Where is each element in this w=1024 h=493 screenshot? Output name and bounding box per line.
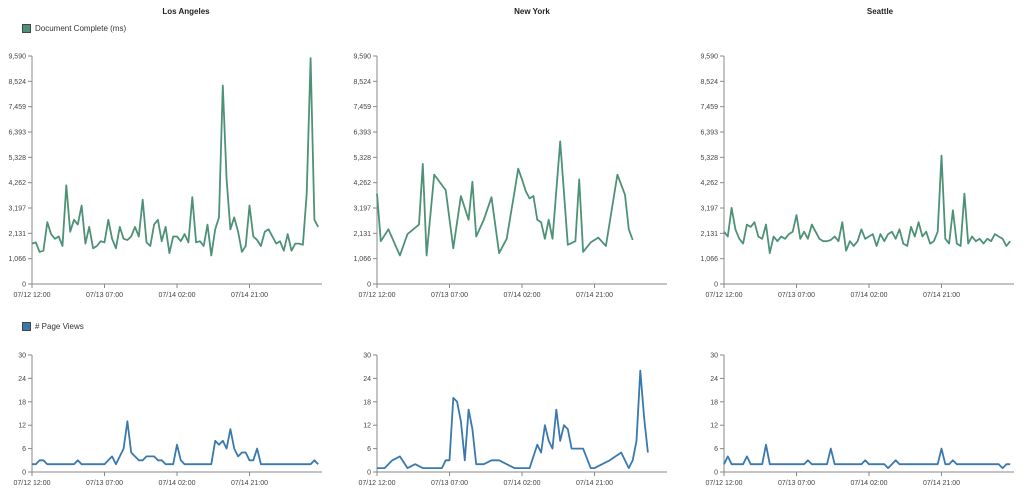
x-tick-label: 07/14 21:00 (231, 292, 268, 299)
x-tick-label: 07/14 02:00 (851, 292, 888, 299)
series-line-new-york-page-views (377, 369, 649, 470)
y-tick-label: 18 (18, 399, 26, 406)
y-tick-label: 1,066 (700, 256, 718, 263)
legend-label-page-views: # Page Views (35, 322, 84, 331)
y-tick-label: 9,590 (353, 54, 371, 61)
x-tick-label: 07/12 12:00 (706, 480, 743, 487)
y-tick-label: 4,262 (8, 180, 26, 187)
y-tick-label: 6,393 (353, 130, 371, 137)
chart-new-york-page-views: 0 6 12 18 24 30 07/12 12:00 07/13 07:00 07/14 02… (359, 353, 667, 487)
y-tick-label: 18 (363, 399, 371, 406)
x-tick-label: 07/12 12:00 (359, 292, 396, 299)
y-tick-label: 7,459 (353, 104, 371, 111)
x-tick-label: 07/13 07:00 (86, 480, 123, 487)
y-tick-label: 1,066 (8, 256, 26, 263)
y-tick-label: 12 (710, 423, 718, 430)
y-tick-label: 2,131 (8, 231, 26, 238)
x-tick-label: 07/13 07:00 (431, 292, 468, 299)
y-tick-label: 18 (710, 399, 718, 406)
y-tick-label: 0 (367, 470, 371, 477)
series-line-los-angeles-page-views (32, 420, 319, 466)
y-tick-label: 8,524 (700, 79, 718, 86)
x-tick-label: 07/14 21:00 (231, 480, 268, 487)
legend-label-document-complete: Document Complete (ms) (35, 24, 127, 33)
y-tick-label: 4,262 (700, 180, 718, 187)
legend-page-views[interactable]: # Page Views (22, 322, 84, 331)
x-tick-label: 07/14 21:00 (576, 480, 613, 487)
y-tick-label: 30 (18, 353, 26, 360)
y-tick-label: 8,524 (353, 79, 371, 86)
series-line-new-york-doc-complete (376, 140, 634, 257)
legend-document-complete[interactable]: Document Complete (ms) (22, 24, 126, 33)
y-tick-label: 3,197 (8, 206, 26, 213)
y-tick-label: 6 (22, 446, 26, 453)
series-line-los-angeles-doc-complete (31, 57, 319, 257)
city-title-seattle: Seattle (867, 7, 894, 16)
chart-los-angeles-page-views: 0 6 12 18 24 30 07/12 12:00 07/13 07:00 07/14 02… (14, 353, 322, 487)
y-tick-label: 6 (367, 446, 371, 453)
chart-seattle-doc-complete: 0 1,066 2,131 3,197 4,262 5,328 6,393 7,459 8,52… (700, 54, 1014, 299)
y-tick-label: 6,393 (8, 130, 26, 137)
series-line-seattle-page-views (723, 443, 1011, 470)
y-tick-label: 7,459 (700, 104, 718, 111)
city-title-los-angeles: Los Angeles (162, 7, 210, 16)
y-tick-label: 0 (22, 282, 26, 289)
y-tick-label: 0 (714, 470, 718, 477)
x-tick-label: 07/14 02:00 (504, 292, 541, 299)
x-tick-label: 07/14 21:00 (923, 480, 960, 487)
y-tick-label: 1,066 (353, 256, 371, 263)
legend-swatch-document-complete (22, 24, 31, 33)
x-tick-label: 07/14 02:00 (851, 480, 888, 487)
x-tick-label: 07/13 07:00 (778, 480, 815, 487)
y-tick-label: 9,590 (8, 54, 26, 61)
x-tick-label: 07/12 12:00 (359, 480, 396, 487)
x-tick-label: 07/13 07:00 (778, 292, 815, 299)
y-tick-label: 24 (363, 376, 371, 383)
y-tick-label: 6,393 (700, 130, 718, 137)
x-tick-label: 07/12 12:00 (706, 292, 743, 299)
y-tick-label: 3,197 (353, 206, 371, 213)
y-tick-label: 12 (363, 423, 371, 430)
x-tick-label: 07/14 02:00 (159, 292, 196, 299)
y-tick-label: 0 (714, 282, 718, 289)
y-tick-label: 5,328 (353, 155, 371, 162)
y-tick-label: 2,131 (353, 231, 371, 238)
y-tick-label: 9,590 (700, 54, 718, 61)
x-tick-label: 07/14 21:00 (923, 292, 960, 299)
legend-swatch-page-views (22, 322, 31, 331)
y-tick-label: 24 (18, 376, 26, 383)
y-tick-label: 0 (22, 470, 26, 477)
y-tick-label: 6 (714, 446, 718, 453)
y-tick-label: 30 (363, 353, 371, 360)
x-tick-label: 07/12 12:00 (14, 480, 51, 487)
y-tick-label: 0 (367, 282, 371, 289)
x-tick-label: 07/14 21:00 (576, 292, 613, 299)
series-line-seattle-doc-complete (723, 154, 1011, 255)
x-tick-label: 07/12 12:00 (14, 292, 51, 299)
x-tick-label: 07/14 02:00 (159, 480, 196, 487)
y-tick-label: 12 (18, 423, 26, 430)
y-tick-label: 5,328 (8, 155, 26, 162)
y-tick-label: 5,328 (700, 155, 718, 162)
y-tick-label: 7,459 (8, 104, 26, 111)
city-title-new-york: New York (514, 7, 550, 16)
chart-seattle-page-views: 0 6 12 18 24 30 07/12 12:00 07/13 07:00 07/14 02… (706, 353, 1014, 487)
y-tick-label: 2,131 (700, 231, 718, 238)
chart-los-angeles-doc-complete: 0 1,066 2,131 3,197 4,262 5,328 6,393 7,459 8,52… (8, 54, 322, 299)
y-tick-label: 30 (710, 353, 718, 360)
y-tick-label: 8,524 (8, 79, 26, 86)
y-tick-label: 4,262 (353, 180, 371, 187)
y-tick-label: 3,197 (700, 206, 718, 213)
y-tick-label: 24 (710, 376, 718, 383)
x-tick-label: 07/14 02:00 (504, 480, 541, 487)
x-tick-label: 07/13 07:00 (86, 292, 123, 299)
chart-new-york-doc-complete: 0 1,066 2,131 3,197 4,262 5,328 6,393 7,459 8,52… (353, 54, 667, 299)
x-tick-label: 07/13 07:00 (431, 480, 468, 487)
